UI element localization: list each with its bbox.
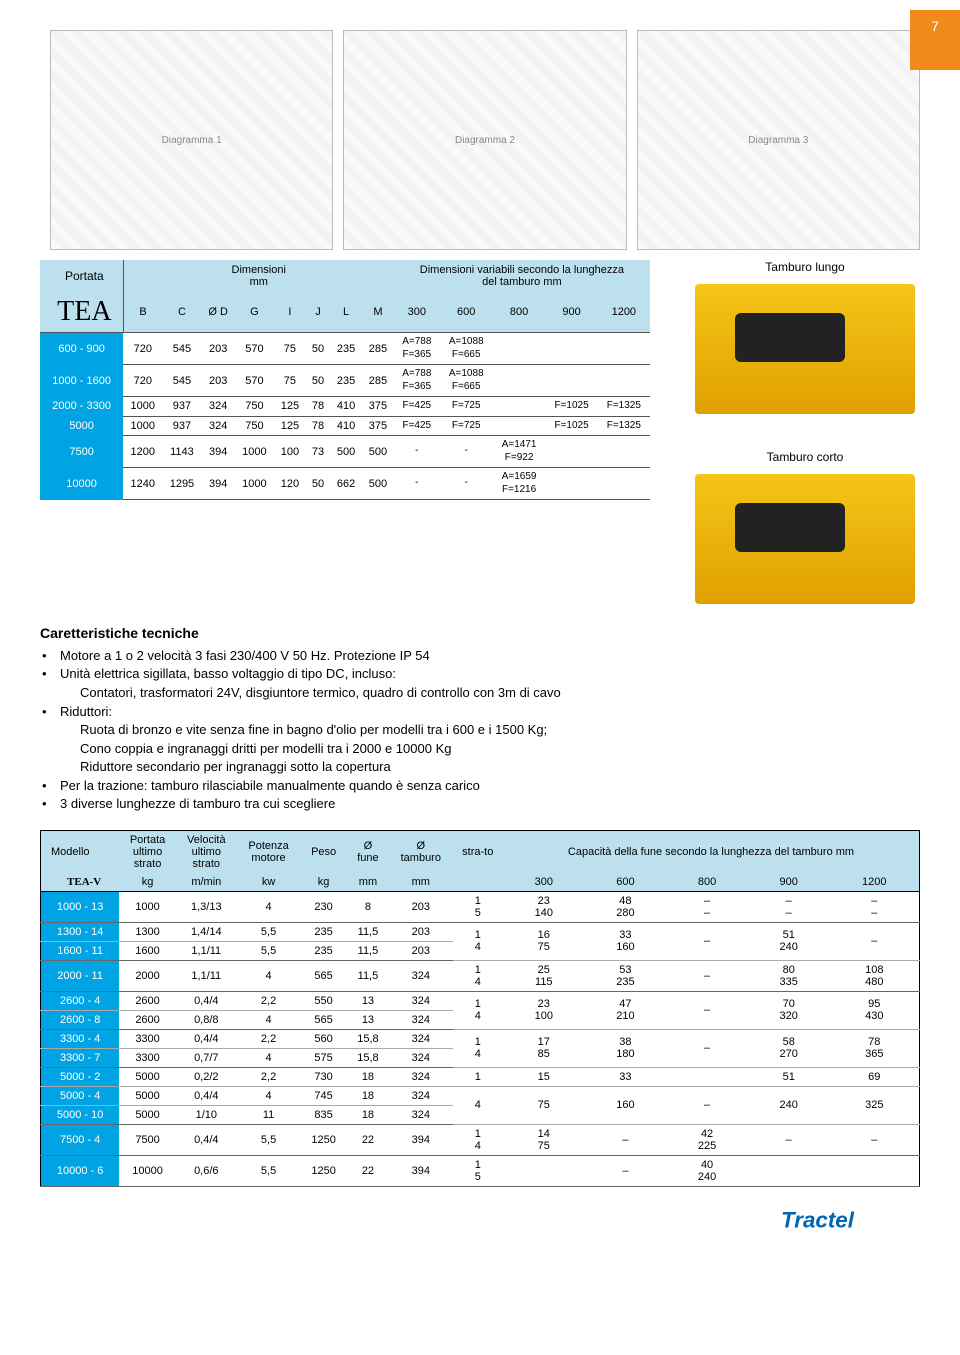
tech-diagram-2: Diagramma 2 — [343, 30, 626, 250]
spec-item: Per la trazione: tamburo rilasciabile ma… — [40, 777, 920, 795]
tech-specs: Caretteristiche tecniche Motore a 1 o 2 … — [0, 610, 960, 824]
spec-item: Contatori, trasformatori 24V, disgiuntor… — [40, 684, 920, 702]
spec-item: Unità elettrica sigillata, basso voltagg… — [40, 665, 920, 683]
tea-table: PortataDimensionimmDimensioni variabili … — [40, 260, 650, 500]
spec-item: Ruota di bronzo e vite senza fine in bag… — [40, 721, 920, 739]
footer-brand: Tractel — [0, 1197, 960, 1258]
tamburo-corto-label: Tamburo corto — [660, 450, 950, 464]
diagram-row: Diagramma 1 Diagramma 2 Diagramma 3 — [0, 0, 960, 260]
spec-item: Motore a 1 o 2 velocità 3 fasi 230/400 V… — [40, 647, 920, 665]
tractel-logo-icon: Tractel — [781, 1207, 930, 1235]
svg-text:Tractel: Tractel — [781, 1207, 855, 1232]
tamburo-lungo-label: Tamburo lungo — [660, 260, 950, 274]
spec-item: Riduttori: — [40, 703, 920, 721]
tamburo-lungo-image — [695, 284, 915, 414]
tech-diagram-3: Diagramma 3 — [637, 30, 920, 250]
teav-table: ModelloPortataultimostratoVelocitàultimo… — [40, 830, 920, 1187]
tech-diagram-1: Diagramma 1 — [50, 30, 333, 250]
spec-item: 3 diverse lunghezze di tamburo tra cui s… — [40, 795, 920, 813]
tamburo-corto-image — [695, 474, 915, 604]
spec-item: Riduttore secondario per ingranaggi sott… — [40, 758, 920, 776]
page-number-tab: 7 — [910, 10, 960, 70]
spec-item: Cono coppia e ingranaggi dritti per mode… — [40, 740, 920, 758]
specs-title: Caretteristiche tecniche — [40, 624, 920, 643]
